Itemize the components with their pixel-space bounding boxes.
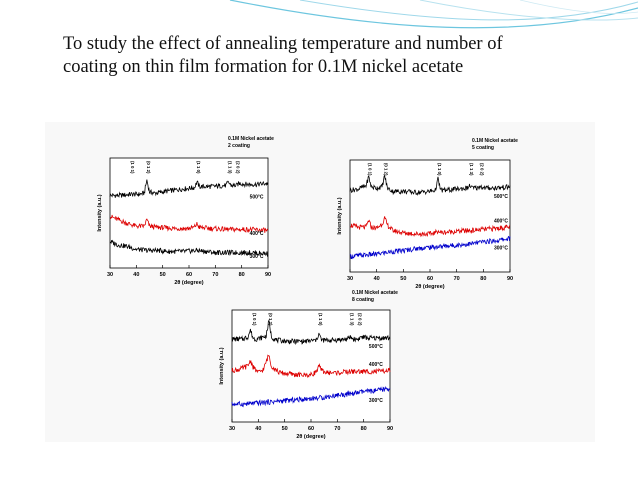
xrd-chart-5-coating: 0.1M Nickel acetate 5 coating 30 40 50 60 70 80…	[330, 132, 535, 294]
peak-label: (2 0 2)	[357, 313, 362, 326]
x-tick-label: 90	[265, 272, 271, 278]
peak-label: (0 1 2)	[384, 163, 389, 176]
x-axis-label: 2θ (degree)	[296, 434, 325, 440]
series-temperature-label: 400°C	[369, 362, 383, 368]
slide-title: To study the effect of annealing tempera…	[63, 33, 623, 79]
peak-label: (1 1 0)	[437, 163, 442, 176]
x-tick-label: 30	[347, 276, 353, 282]
x-tick-label: 70	[212, 272, 218, 278]
peak-label: (2 0 2)	[480, 163, 485, 176]
series-temperature-label: 300°C	[369, 398, 383, 404]
chart-subtitle: 8 coating	[352, 297, 374, 303]
xrd-chart-8-coating: 0.1M Nickel acetate 8 coating 30 40 50 60 70 80…	[212, 282, 412, 442]
plot-frame	[349, 159, 511, 273]
peak-label: (1 1 3)	[350, 313, 355, 326]
peak-label: (1 1 3)	[469, 163, 474, 176]
x-tick-label: 60	[308, 426, 314, 432]
x-tick-label: 70	[334, 426, 340, 432]
peak-label: (1 1 3)	[228, 161, 233, 174]
series-temperature-label: 500°C	[250, 195, 264, 201]
series-line	[109, 214, 269, 234]
x-tick-label: 50	[282, 426, 288, 432]
peak-label: (0 1 2)	[146, 161, 151, 174]
peak-label: (1 0 1)	[130, 161, 135, 174]
x-tick-label: 30	[107, 272, 113, 278]
series-temperature-label: 500°C	[369, 344, 383, 350]
peak-label: (1 0 1)	[368, 163, 373, 176]
series-temperature-label: 300°C	[250, 254, 264, 260]
x-tick-label: 30	[229, 426, 235, 432]
peak-label: (1 0 1)	[252, 313, 257, 326]
x-tick-label: 60	[186, 272, 192, 278]
slide-title-line-2: coating on thin film formation for 0.1M …	[63, 57, 464, 77]
y-axis-label: Intensity (a.u.)	[97, 194, 103, 231]
peak-label: (2 0 2)	[235, 161, 240, 174]
series-line	[349, 216, 511, 238]
y-axis-label: Intensity (a.u.)	[219, 347, 225, 384]
x-axis-label: 2θ (degree)	[415, 284, 444, 290]
x-tick-label: 90	[507, 276, 513, 282]
peak-label: (0 1 2)	[268, 313, 273, 326]
x-tick-label: 50	[400, 276, 406, 282]
chart-title: 0.1M Nickel acetate	[228, 136, 274, 142]
series-temperature-label: 400°C	[494, 219, 508, 225]
x-tick-label: 40	[255, 426, 261, 432]
x-tick-label: 80	[361, 426, 367, 432]
series-line	[349, 235, 511, 260]
peak-label: (1 1 0)	[318, 313, 323, 326]
x-tick-label: 50	[160, 272, 166, 278]
x-tick-label: 60	[427, 276, 433, 282]
x-tick-label: 80	[480, 276, 486, 282]
x-tick-label: 40	[374, 276, 380, 282]
plot-frame	[231, 309, 391, 423]
series-temperature-label: 500°C	[494, 194, 508, 200]
chart-subtitle: 5 coating	[472, 145, 494, 151]
chart-title: 0.1M Nickel acetate	[472, 138, 518, 144]
series-line	[231, 354, 391, 379]
series-temperature-label: 300°C	[494, 246, 508, 252]
x-tick-label: 40	[133, 272, 139, 278]
x-axis-label: 2θ (degree)	[174, 280, 203, 286]
chart-subtitle: 2 coating	[228, 143, 250, 149]
x-tick-label: 90	[387, 426, 393, 432]
series-line	[349, 174, 511, 196]
chart-title: 0.1M Nickel acetate	[352, 290, 398, 296]
series-temperature-label: 400°C	[250, 231, 264, 237]
y-axis-label: Intensity (a.u.)	[337, 197, 343, 234]
series-line	[109, 179, 269, 198]
series-line	[231, 386, 391, 408]
x-tick-label: 70	[454, 276, 460, 282]
x-tick-label: 80	[239, 272, 245, 278]
series-line	[231, 319, 391, 345]
peak-label: (1 1 0)	[196, 161, 201, 174]
slide-title-line-1: To study the effect of annealing tempera…	[63, 34, 503, 54]
series-line	[109, 239, 269, 258]
xrd-chart-2-coating: 0.1M Nickel acetate 2 coating 30 40 50 60 70 80…	[88, 130, 288, 298]
